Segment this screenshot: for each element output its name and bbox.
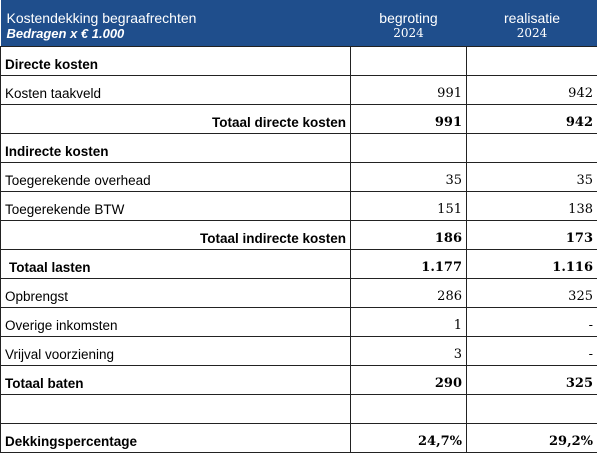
table-row: Toegerekende BTW 151 138 (1, 192, 597, 221)
row-value-actual (467, 395, 597, 424)
table-row: Overige inkomsten 1 - (1, 308, 597, 337)
row-value-actual: 942 (467, 76, 597, 105)
row-value-actual (467, 47, 597, 76)
table-row: Indirecte kosten (1, 134, 597, 163)
row-value-actual: - (467, 337, 597, 366)
row-value-actual: - (467, 308, 597, 337)
row-value-budget: 151 (351, 192, 467, 221)
row-value-budget (351, 134, 467, 163)
col-header-budget: begroting (351, 0, 467, 26)
table-title: Kostendekking begraafrechten (1, 0, 351, 26)
row-value-budget (351, 395, 467, 424)
row-label: Totaal directe kosten (1, 105, 351, 134)
table-row: Directe kosten (1, 47, 597, 76)
table-row: Opbrengst 286 325 (1, 279, 597, 308)
table-row: Vrijval voorziening 3 - (1, 337, 597, 366)
row-label: Totaal lasten (1, 250, 351, 279)
row-value-actual: 942 (467, 105, 597, 134)
row-label (1, 395, 351, 424)
table-row: Kosten taakveld 991 942 (1, 76, 597, 105)
row-value-budget: 1.177 (351, 250, 467, 279)
table-row: Toegerekende overhead 35 35 (1, 163, 597, 192)
row-value-budget: 290 (351, 366, 467, 395)
row-value-budget: 286 (351, 279, 467, 308)
row-value-actual: 29,2% (467, 424, 597, 453)
row-label: Toegerekende BTW (1, 192, 351, 221)
col-year-actual: 2024 (467, 26, 597, 47)
row-label: Opbrengst (1, 279, 351, 308)
col-year-budget: 2024 (351, 26, 467, 47)
table-subtitle: Bedragen x € 1.000 (1, 26, 351, 47)
table-row: Totaal lasten 1.177 1.116 (1, 250, 597, 279)
table-row: Totaal baten 290 325 (1, 366, 597, 395)
row-value-actual: 1.116 (467, 250, 597, 279)
row-label: Overige inkomsten (1, 308, 351, 337)
row-value-budget (351, 47, 467, 76)
row-value-actual (467, 134, 597, 163)
header-row-1: Kostendekking begraafrechten begroting r… (1, 0, 597, 26)
table-row: Totaal directe kosten 991 942 (1, 105, 597, 134)
row-value-budget: 24,7% (351, 424, 467, 453)
table-row: Dekkingspercentage 24,7% 29,2% (1, 424, 597, 453)
row-value-budget: 186 (351, 221, 467, 250)
row-label: Kosten taakveld (1, 76, 351, 105)
row-label: Toegerekende overhead (1, 163, 351, 192)
row-value-budget: 35 (351, 163, 467, 192)
table-row: Totaal indirecte kosten 186 173 (1, 221, 597, 250)
row-value-actual: 325 (467, 279, 597, 308)
row-value-actual: 173 (467, 221, 597, 250)
table-row-empty (1, 395, 597, 424)
row-label: Dekkingspercentage (1, 424, 351, 453)
row-label: Vrijval voorziening (1, 337, 351, 366)
row-value-budget: 991 (351, 76, 467, 105)
row-value-actual: 138 (467, 192, 597, 221)
row-label: Totaal indirecte kosten (1, 221, 351, 250)
row-label: Directe kosten (1, 47, 351, 76)
col-header-actual: realisatie (467, 0, 597, 26)
row-value-budget: 991 (351, 105, 467, 134)
row-value-budget: 1 (351, 308, 467, 337)
row-value-actual: 35 (467, 163, 597, 192)
row-label: Totaal baten (1, 366, 351, 395)
row-value-actual: 325 (467, 366, 597, 395)
row-label: Indirecte kosten (1, 134, 351, 163)
row-value-budget: 3 (351, 337, 467, 366)
header-row-2: Bedragen x € 1.000 2024 2024 (1, 26, 597, 47)
